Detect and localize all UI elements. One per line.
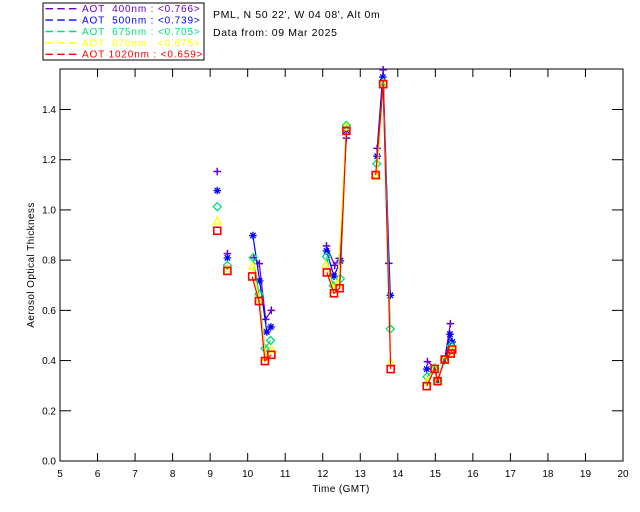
marker-diamond [212, 201, 223, 212]
y-tick-label: 0.6 [42, 306, 56, 317]
y-tick-label: 0.0 [42, 457, 56, 468]
marker-diamond [248, 252, 259, 263]
x-tick-label: 11 [280, 469, 291, 480]
x-tick-label: 14 [392, 469, 404, 480]
marker-square [335, 283, 344, 293]
x-tick-label: 17 [505, 469, 517, 480]
y-tick-label: 0.4 [42, 356, 56, 367]
marker-square [433, 376, 442, 386]
marker-square [254, 296, 264, 306]
marker-plus [423, 357, 432, 366]
marker-square [422, 381, 432, 391]
series-line [375, 84, 392, 370]
marker-square [329, 288, 339, 298]
plot-border [59, 68, 624, 462]
plot-frame [59, 68, 624, 462]
marker-square [247, 272, 257, 281]
marker-asterisk-center [215, 188, 219, 193]
marker-triangle [247, 260, 258, 270]
marker-plus [267, 306, 276, 315]
x-tick-label: 18 [542, 469, 554, 480]
marker-plus [330, 261, 339, 270]
marker-square [430, 364, 439, 374]
x-tick-label: 9 [207, 469, 213, 480]
y-tick-label: 1.4 [42, 105, 56, 116]
marker-triangle [320, 259, 331, 269]
x-axis-title: Time (GMT) [312, 484, 370, 495]
x-tick-label: 7 [132, 469, 138, 480]
y-tick-label: 0.8 [42, 256, 56, 267]
y-tick-label: 1.2 [42, 155, 56, 166]
legend-label: AOT 675nm : <0.705> [82, 27, 201, 38]
x-tick-label: 5 [57, 469, 63, 480]
marker-asterisk-center [225, 256, 230, 260]
x-tick-label: 16 [467, 469, 479, 480]
series-line [251, 266, 273, 359]
legend-label: AOT 500nm : <0.739> [82, 16, 201, 27]
legend-box: AOT 400nm : <0.766>AOT 500nm : <0.739>AO… [42, 2, 205, 61]
marker-square [212, 226, 222, 236]
marker-asterisk-center [269, 325, 273, 329]
legend-label: AOT 870nm : <0.675> [82, 38, 201, 49]
x-tick-label: 10 [242, 469, 254, 480]
marker-square [267, 350, 276, 360]
marker-triangle [447, 343, 458, 353]
marker-triangle [212, 215, 223, 225]
x-tick-label: 12 [317, 469, 329, 480]
marker-asterisk-center [425, 367, 429, 371]
marker-asterisk-center [381, 75, 385, 79]
legend-row: AOT 675nm : <0.705> [45, 27, 201, 38]
x-tick-label: 6 [95, 469, 101, 480]
y-tick-label: 1.0 [42, 205, 56, 216]
station-location-text: PML, N 50 22', W 04 08', Alt 0m [213, 9, 380, 21]
legend-row: AOT 500nm : <0.739> [45, 16, 201, 27]
x-tick-label: 19 [580, 469, 592, 480]
marker-square [378, 79, 388, 89]
marker-square [440, 355, 450, 364]
marker-asterisk-center [257, 279, 262, 283]
x-tick-label: 20 [617, 469, 629, 480]
marker-diamond [265, 335, 276, 346]
marker-square [447, 345, 457, 354]
data-series-layer [212, 66, 458, 391]
marker-asterisk-center [332, 274, 336, 278]
x-tick-label: 8 [170, 469, 176, 480]
marker-diamond [321, 251, 332, 262]
marker-asterisk-center [448, 332, 452, 336]
y-axis-title: Aerosol Optical Thickness [26, 202, 37, 327]
marker-triangle [341, 121, 352, 131]
legend-row: AOT 1020nm : <0.659> [45, 50, 203, 61]
marker-plus [446, 319, 455, 328]
marker-diamond [222, 260, 233, 271]
marker-asterisk-center [265, 330, 269, 334]
marker-square [260, 356, 270, 366]
marker-triangle [266, 343, 277, 353]
marker-square [371, 170, 380, 180]
series-aot-1020nm [212, 79, 457, 391]
axis-ticks [59, 69, 624, 462]
legend-label: AOT 1020nm : <0.659> [82, 50, 203, 61]
legend-row: AOT 400nm : <0.766> [45, 4, 201, 15]
marker-square [386, 364, 395, 374]
legend-row: AOT 870nm : <0.675> [45, 38, 201, 49]
marker-square [322, 268, 332, 277]
marker-square [223, 266, 232, 276]
marker-asterisk-center [324, 249, 329, 253]
legend-label: AOT 400nm : <0.766> [82, 4, 201, 15]
marker-plus [379, 66, 387, 74]
data-date-text: Data from: 09 Mar 2025 [213, 27, 338, 39]
marker-plus [213, 167, 222, 176]
marker-asterisk-center [251, 233, 255, 238]
y-tick-label: 0.2 [42, 406, 56, 417]
axis-tick-labels: 5 6 7 8 9 10 11 12 13 14 15 16 17 18 19 20 0.0 0.2 0.4 0.6 0… [42, 105, 629, 480]
x-tick-label: 13 [355, 469, 367, 480]
marker-square [342, 126, 351, 136]
x-tick-label: 15 [430, 469, 442, 480]
